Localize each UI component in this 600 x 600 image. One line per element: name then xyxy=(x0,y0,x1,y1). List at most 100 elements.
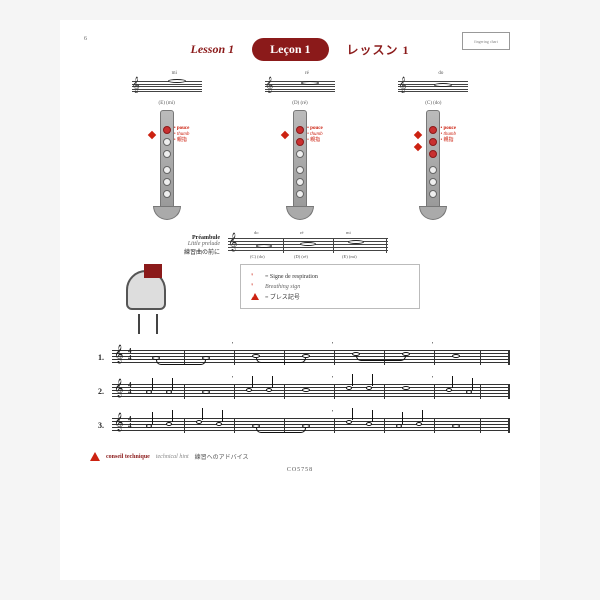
exercise-line: 3. 𝄞 44 xyxy=(90,412,510,438)
barline xyxy=(334,350,335,365)
half-note xyxy=(346,386,352,390)
barline xyxy=(234,418,235,433)
breath-mark-icon: ' xyxy=(232,375,233,383)
whole-note xyxy=(301,81,319,85)
note-name: mi xyxy=(172,71,177,76)
lesson-page: 6 Lesson 1 Leçon 1 レッスン 1 fingering char… xyxy=(60,20,540,580)
thumb-label: • pouce • thumb • 親指 xyxy=(307,126,357,144)
tone-hole xyxy=(296,126,304,134)
tone-hole xyxy=(429,178,437,186)
staff-lines xyxy=(398,81,468,93)
thumb-label: • pouce • thumb • 親指 xyxy=(441,126,491,144)
staff-lines xyxy=(265,81,335,93)
thumb-marker-icon xyxy=(281,131,289,139)
thumb-jp: • 親指 xyxy=(174,138,224,144)
note-label: (D) (ré) xyxy=(294,254,308,259)
tone-hole xyxy=(429,190,437,198)
exercise-line: 2. 𝄞 44 xyxy=(90,378,510,404)
barline xyxy=(283,238,284,253)
breath-sign-box: ' = Signe de respiration ' Breathing sig… xyxy=(240,264,420,309)
final-barline xyxy=(508,418,511,433)
breath-mark-icon: ' xyxy=(332,409,333,417)
whole-note xyxy=(402,386,410,390)
half-note xyxy=(366,422,372,426)
footer-fr: conseil technique xyxy=(106,454,150,460)
barline xyxy=(284,384,285,399)
lesson-header: Lesson 1 Leçon 1 レッスン 1 fingering chart xyxy=(90,38,510,61)
whole-note xyxy=(300,242,316,246)
whole-note xyxy=(302,388,310,392)
tone-hole xyxy=(163,126,171,134)
barline xyxy=(480,384,481,399)
time-signature: 44 xyxy=(128,416,132,430)
final-barline xyxy=(508,350,511,365)
barline xyxy=(480,350,481,365)
stem xyxy=(352,408,353,420)
stem xyxy=(172,410,173,422)
half-note xyxy=(416,422,422,426)
half-note xyxy=(166,422,172,426)
tone-hole xyxy=(163,190,171,198)
clarinet-diagram: • pouce • thumb • 親指 xyxy=(270,110,330,220)
tone-hole xyxy=(296,150,304,158)
whole-note xyxy=(202,390,210,394)
barline xyxy=(384,418,385,433)
whole-note xyxy=(348,240,364,244)
clarinet-bell xyxy=(286,206,314,220)
whole-note xyxy=(452,354,460,358)
thumb-jp: • 親指 xyxy=(307,138,357,144)
title-fr-pill: Leçon 1 xyxy=(252,38,328,61)
staff-lines xyxy=(132,81,202,93)
tie xyxy=(256,358,306,363)
barline xyxy=(333,238,334,253)
corner-box: fingering chart xyxy=(462,32,510,50)
half-note xyxy=(166,390,172,394)
half-note xyxy=(346,420,352,424)
clarinet-diagram: • pouce • thumb • 親指 xyxy=(137,110,197,220)
time-signature: 44 xyxy=(128,348,132,362)
footer-en: technical hint xyxy=(156,454,189,460)
note-name: ré xyxy=(305,71,309,76)
breath-mark-icon: ' xyxy=(432,341,433,349)
barline xyxy=(184,418,185,433)
stem xyxy=(272,376,273,388)
breath-symbol: ' xyxy=(251,272,259,281)
treble-clef-icon: 𝄞 xyxy=(132,78,140,94)
breath-row-jp: ! = ブレス記号 xyxy=(251,292,409,301)
note-name: ré xyxy=(300,230,304,235)
breath-mark-icon: ' xyxy=(332,375,333,383)
note-label: (E) (mi) xyxy=(117,101,217,106)
tone-hole xyxy=(296,166,304,174)
tone-hole xyxy=(296,138,304,146)
thumb-label: • pouce • thumb • 親指 xyxy=(174,126,224,144)
breath-mark-icon: ' xyxy=(432,375,433,383)
tie xyxy=(356,356,406,361)
fingering-col: ré 𝄞 (D) (ré) • pouce • thumb • 親 xyxy=(250,75,350,220)
thumb-marker-icon xyxy=(414,131,422,139)
breath-symbol: ' xyxy=(251,282,259,291)
treble-clef-icon: 𝄞 xyxy=(398,78,406,94)
note-label: (C) (do) xyxy=(383,101,483,106)
title-en: Lesson 1 xyxy=(190,42,234,57)
barline xyxy=(434,418,435,433)
tone-hole xyxy=(163,178,171,186)
whole-note xyxy=(168,79,186,83)
tone-hole xyxy=(429,166,437,174)
fingering-col: mi 𝄞 (E) (mi) • pouce • thumb • 親 xyxy=(117,75,217,220)
stem xyxy=(202,408,203,420)
stem xyxy=(422,410,423,422)
mini-staff: ré 𝄞 xyxy=(265,75,335,99)
breath-mark-icon: ' xyxy=(332,341,333,349)
thumb-marker-icon xyxy=(147,131,155,139)
treble-clef-icon: 𝄞 xyxy=(265,78,273,94)
half-note xyxy=(146,424,152,428)
barline xyxy=(434,384,435,399)
note-name: do xyxy=(254,230,259,235)
fingering-row: mi 𝄞 (E) (mi) • pouce • thumb • 親 xyxy=(100,75,500,220)
final-barline xyxy=(508,384,511,399)
title-jp: レッスン 1 xyxy=(347,41,410,58)
page-code: CO5758 xyxy=(90,467,510,473)
footer-jp: 練習へのアドバイス xyxy=(195,452,249,461)
barline xyxy=(234,350,235,365)
exercise-number: 3. xyxy=(90,421,104,430)
